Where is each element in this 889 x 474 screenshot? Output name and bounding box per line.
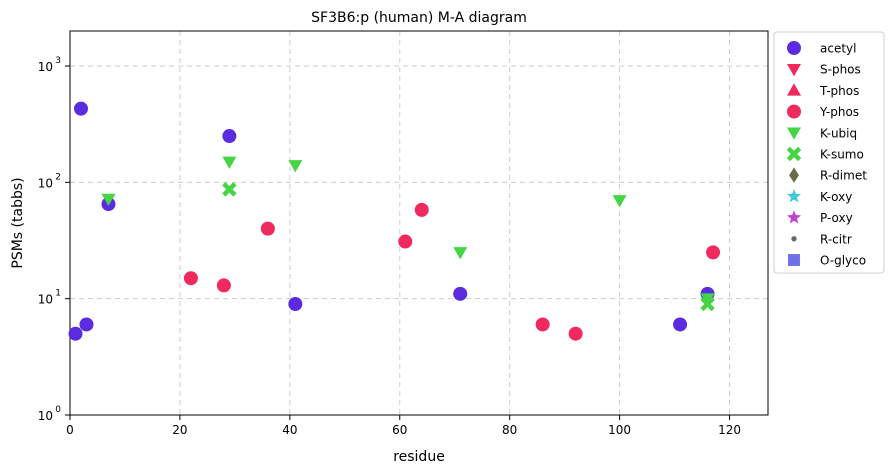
data-point-y-phos	[398, 234, 413, 249]
legend-marker-t-phos	[787, 83, 801, 96]
data-point-y-phos	[535, 317, 550, 332]
data-point-acetyl	[288, 296, 303, 311]
data-points	[68, 101, 721, 341]
x-tick-label: 100	[608, 423, 631, 437]
legend-label-s-phos: S-phos	[820, 63, 861, 77]
x-tick-label: 60	[392, 423, 407, 437]
data-point-k-ubiq	[612, 195, 627, 208]
chart-title: SF3B6:p (human) M-A diagram	[311, 10, 527, 26]
legend-marker-o-glyco	[788, 254, 800, 266]
y-tick-exponent: 3	[55, 56, 61, 66]
data-point-y-phos	[216, 278, 231, 293]
legend-label-r-citr: R-citr	[820, 232, 852, 246]
data-point-y-phos	[183, 271, 198, 286]
data-point-acetyl	[453, 286, 468, 301]
y-tick-exponent: 0	[55, 405, 61, 415]
x-axis-label: residue	[393, 449, 445, 465]
plot-frame	[69, 30, 769, 416]
data-point-acetyl	[73, 101, 88, 116]
grid	[70, 31, 768, 415]
data-point-k-sumo	[700, 296, 715, 312]
legend: acetyl S-phos T-phos Y-phos K-ubiq K-sumo R-di…	[773, 31, 885, 274]
legend-marker-k-ubiq	[787, 127, 801, 140]
x-tick-label: 80	[502, 423, 517, 437]
legend-label-y-phos: Y-phos	[819, 105, 859, 119]
legend-marker-k-sumo	[786, 146, 802, 162]
legend-marker-p-oxy	[787, 210, 801, 224]
data-point-k-sumo	[222, 182, 237, 197]
data-point-k-ubiq	[222, 156, 237, 169]
legend-label-o-glyco: O-glyco	[820, 254, 866, 268]
legend-label-t-phos: T-phos	[819, 84, 859, 98]
legend-box	[773, 31, 885, 274]
legend-label-r-dimet: R-dimet	[820, 169, 867, 183]
legend-marker-s-phos	[787, 63, 801, 77]
legend-label-k-sumo: K-sumo	[820, 148, 864, 162]
legend-marker-k-oxy	[787, 189, 801, 203]
data-point-k-ubiq	[101, 193, 116, 206]
data-point-y-phos	[568, 326, 583, 341]
x-tick-label: 120	[718, 423, 741, 437]
legend-marker-y-phos	[787, 104, 801, 119]
legend-marker-r-citr	[791, 236, 797, 242]
data-point-y-phos	[260, 221, 275, 236]
data-point-acetyl	[68, 326, 83, 341]
x-tick-label: 20	[172, 423, 187, 437]
y-tick-label: 10	[38, 409, 53, 423]
data-point-k-ubiq	[288, 160, 303, 173]
y-axis-label: PSMs (tabbs)	[10, 177, 26, 268]
y-tick-label: 10	[38, 60, 53, 74]
data-point-y-phos	[414, 202, 429, 217]
legend-label-k-oxy: K-oxy	[820, 190, 852, 204]
data-point-k-ubiq	[700, 293, 715, 306]
data-point-k-ubiq	[453, 247, 468, 260]
data-point-y-phos	[706, 245, 721, 260]
y-tick-label: 10	[38, 293, 53, 307]
y-tick-exponent: 2	[55, 172, 61, 182]
data-point-acetyl	[673, 317, 688, 332]
y-tick-exponent: 1	[55, 289, 61, 299]
legend-label-k-ubiq: K-ubiq	[820, 126, 857, 140]
data-point-acetyl	[79, 317, 94, 332]
data-point-acetyl	[222, 129, 237, 144]
legend-label-acetyl: acetyl	[820, 42, 856, 56]
y-tick-label: 10	[38, 176, 53, 190]
x-tick-label: 0	[66, 423, 74, 437]
x-tick-label: 40	[282, 423, 297, 437]
legend-marker-acetyl	[787, 41, 801, 55]
legend-label-p-oxy: P-oxy	[820, 211, 853, 225]
legend-marker-r-dimet	[789, 167, 799, 183]
